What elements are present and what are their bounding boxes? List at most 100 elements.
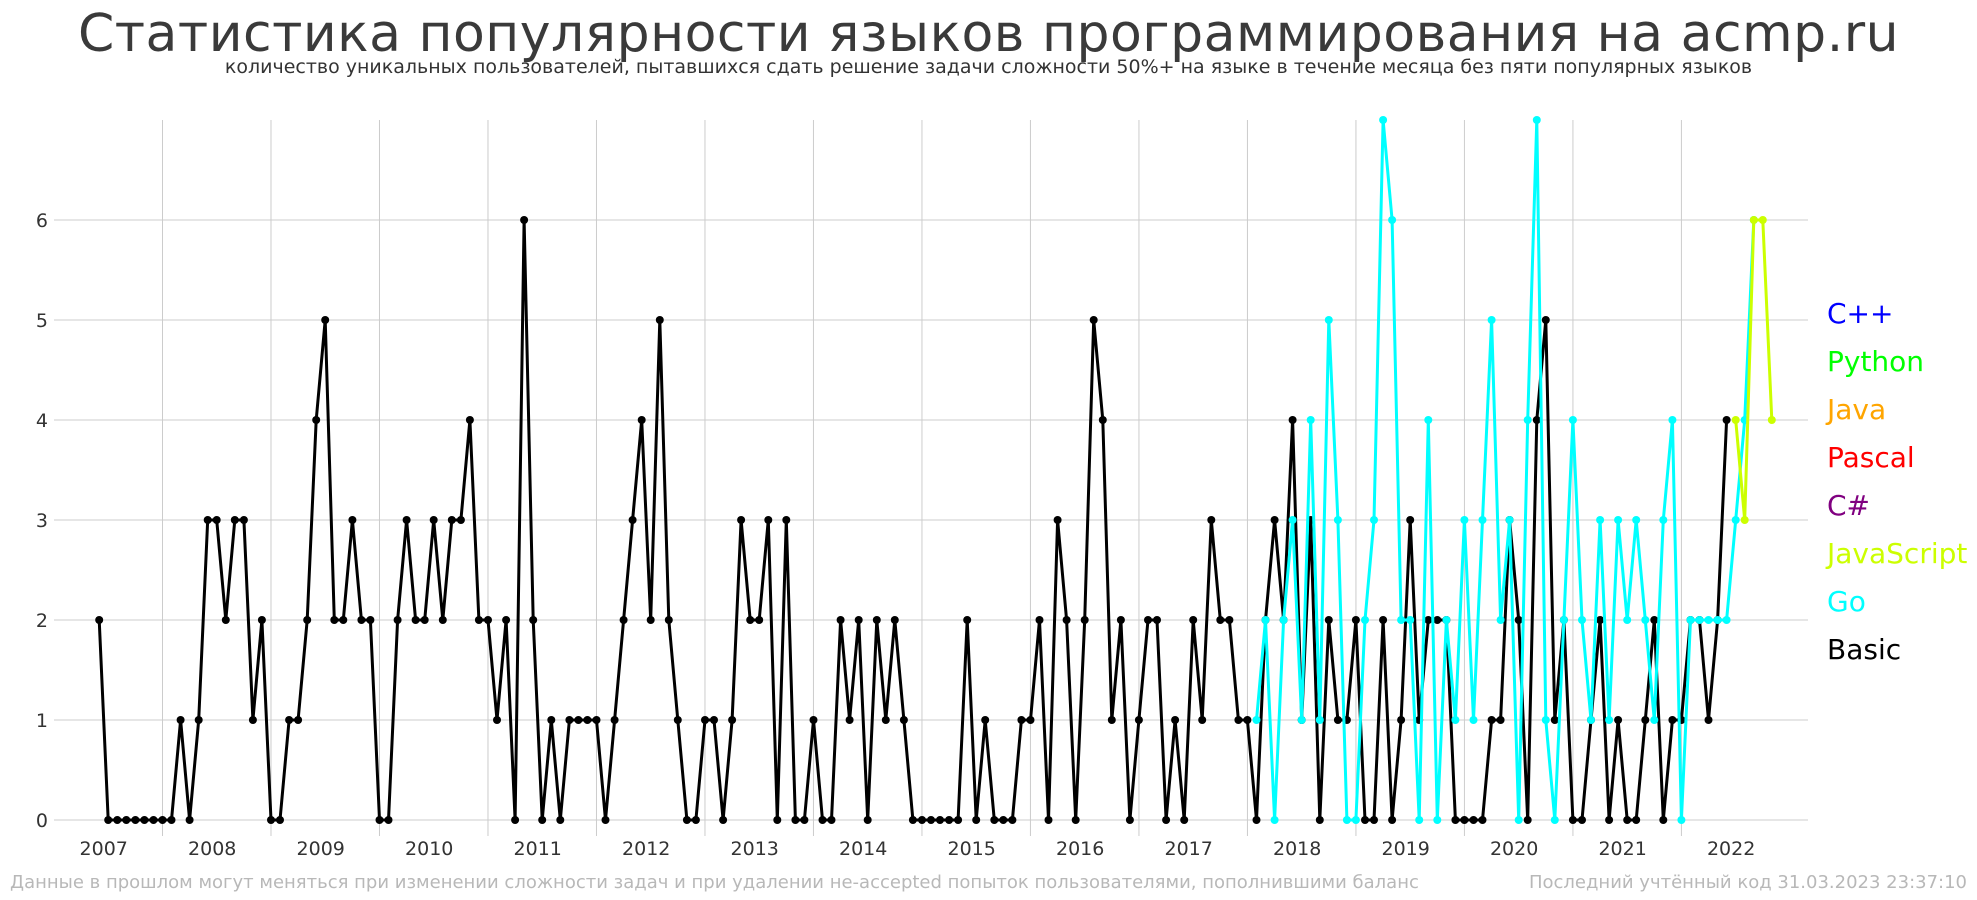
series-line-javascript [1734,218,1774,522]
data-point-basic [402,516,411,524]
data-point-go [1324,316,1333,324]
data-point-basic [628,516,637,524]
data-point-go [1596,516,1605,524]
data-point-javascript [1740,516,1749,524]
data-point-go [1370,516,1378,524]
data-point-basic [375,816,384,824]
data-point-basic [1080,616,1089,624]
data-point-basic [963,616,972,624]
data-point-go [1641,616,1650,624]
data-point-basic [791,816,800,824]
data-point-basic [1243,716,1252,724]
data-point-basic [1071,816,1080,824]
data-point-basic [1469,816,1478,824]
axis-layer: 0 1 2 3 4 5 6 2007 2008 2009 2010 2011 2012 2013 2014 2… [36,210,1755,860]
data-point-basic [954,816,963,824]
data-point-basic [547,716,556,724]
data-point-basic [1550,716,1559,724]
data-point-basic [610,716,619,724]
data-point-basic [529,616,538,624]
data-point-basic [1035,616,1044,624]
data-point-basic [836,616,845,624]
y-tick-label: 1 [36,710,48,732]
data-point-basic [1659,816,1668,824]
data-point-basic [393,616,402,624]
data-point-basic [1288,416,1297,424]
x-tick-label: 2012 [622,838,670,860]
data-point-basic [1107,716,1116,724]
data-point-basic [800,816,809,824]
data-point-go [1261,616,1270,624]
data-point-go [1388,216,1397,224]
data-point-basic [1044,816,1053,824]
series-layer [95,116,1776,824]
data-point-go [1351,816,1360,824]
data-point-basic [348,516,357,524]
data-point-basic [484,616,492,624]
data-point-basic [637,416,646,424]
data-point-basic [773,816,782,824]
data-point-basic [1216,616,1225,624]
data-point-basic [664,616,673,624]
x-tick-label: 2015 [948,838,996,860]
data-point-basic [1026,716,1035,724]
data-point-basic [1180,816,1189,824]
data-point-basic [456,516,465,524]
data-point-go [1587,716,1595,724]
data-point-basic [1351,616,1360,624]
data-point-basic [1361,816,1369,824]
data-point-basic [999,816,1008,824]
data-point-basic [737,516,746,524]
data-point-go [1496,616,1505,624]
data-point-basic [1134,716,1143,724]
data-point-basic [366,616,375,624]
data-point-basic [248,716,257,724]
data-point-basic [1478,816,1487,824]
legend-item-pascal: Pascal [1827,441,1915,474]
data-point-basic [646,616,655,624]
data-point-basic [1487,716,1496,724]
data-point-basic [1433,616,1442,624]
data-point-basic [1315,816,1324,824]
data-point-basic [330,616,339,624]
data-point-basic [764,516,773,524]
data-point-basic [357,616,366,624]
data-point-basic [936,816,944,824]
data-point-basic [303,616,312,624]
data-point-go [1306,416,1315,424]
data-point-basic [420,616,429,624]
data-point-go [1406,616,1415,624]
data-point-basic [230,516,239,524]
data-point-basic [972,816,981,824]
data-point-basic [122,816,131,824]
x-tick-label: 2019 [1381,838,1429,860]
data-point-basic [1017,716,1026,724]
data-point-basic [1578,816,1586,824]
data-point-basic [1207,516,1216,524]
data-point-go [1270,816,1279,824]
data-point-basic [203,516,212,524]
data-point-basic [1008,816,1017,824]
data-point-go [1605,716,1614,724]
data-point-go [1379,116,1388,124]
data-point-basic [601,816,610,824]
legend-item-cpp: C++ [1827,297,1894,330]
data-point-basic [1153,616,1161,624]
chart-title: Статистика популярности языков программи… [77,4,1900,64]
data-point-basic [294,716,303,724]
data-point-basic [113,816,122,824]
data-point-basic [1406,516,1415,524]
data-point-go [1704,616,1713,624]
data-point-go [1668,416,1677,424]
data-point-basic [438,616,447,624]
data-point-go [1523,416,1532,424]
data-point-basic [447,516,456,524]
data-point-go [1478,516,1487,524]
data-point-basic [728,716,737,724]
data-point-basic [854,616,863,624]
data-point-basic [1650,616,1659,624]
data-point-go [1442,616,1451,624]
data-point-go [1623,616,1632,624]
data-point-basic [574,716,583,724]
data-point-basic [95,616,104,624]
